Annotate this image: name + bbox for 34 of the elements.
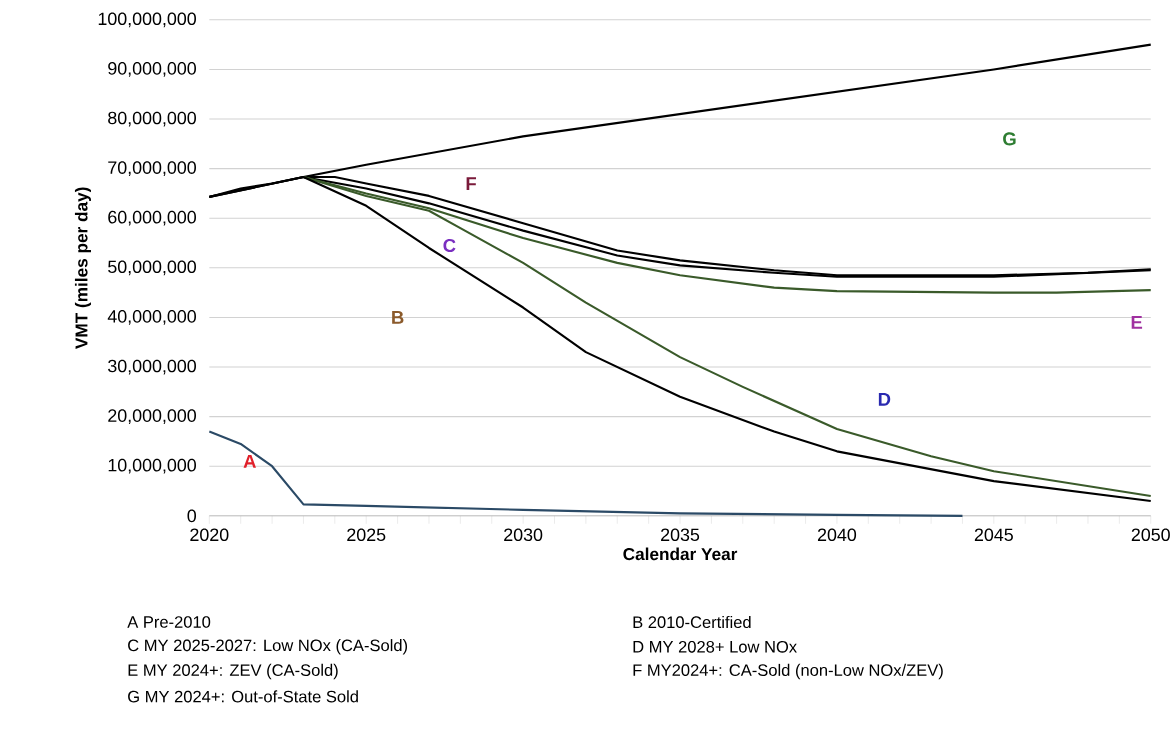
x-tick-label: 2045 bbox=[974, 528, 1013, 542]
x-axis-title: Calendar Year bbox=[623, 547, 738, 561]
annotation: B bbox=[392, 311, 404, 324]
x-tick-label: 2020 bbox=[190, 528, 229, 542]
x-tick-label: 2050 bbox=[1131, 528, 1170, 542]
x-tick-label: 2030 bbox=[504, 528, 543, 542]
y-tick-label: 60,000,000 bbox=[108, 210, 196, 226]
text: E MY 2024+: ZEV (CA-Sold) bbox=[128, 663, 338, 680]
text: D MY 2028+ Low NOx bbox=[633, 640, 797, 653]
annotation: D bbox=[878, 392, 891, 406]
y-tick-label: 80,000,000 bbox=[108, 111, 196, 127]
text: G MY 2024+: Out-of-State Sold bbox=[128, 690, 358, 703]
x-tick-label: 2035 bbox=[661, 528, 700, 542]
annotation: C bbox=[443, 238, 456, 253]
annotation: G bbox=[1003, 132, 1016, 146]
y-tick-label: 0 bbox=[187, 509, 197, 523]
text: A Pre-2010 bbox=[127, 616, 211, 628]
y-tick-label: 70,000,000 bbox=[108, 161, 196, 176]
x-tick-label: 2025 bbox=[347, 528, 386, 542]
y-tick-label: 30,000,000 bbox=[108, 359, 196, 375]
y-tick-label: 100,000,000 bbox=[98, 12, 196, 28]
y-tick-label: 40,000,000 bbox=[107, 310, 196, 325]
y-tick-label: 10,000,000 bbox=[108, 458, 196, 474]
x-tick-label: 2040 bbox=[817, 528, 857, 542]
y-tick-label: 50,000,000 bbox=[108, 260, 196, 276]
text: B 2010-Certified bbox=[633, 615, 751, 629]
annotation: A bbox=[243, 454, 256, 468]
annotation: F bbox=[466, 177, 477, 190]
annotation: E bbox=[1131, 316, 1143, 329]
y-axis-title: VMT (miles per day) bbox=[74, 187, 91, 349]
y-tick-label: 90,000,000 bbox=[108, 62, 196, 77]
y-tick-label: 20,000,000 bbox=[108, 409, 196, 425]
text: C MY 2025-2027: Low NOx (CA-Sold) bbox=[128, 639, 408, 655]
text: F MY2024+: CA-Sold (non-Low NOx/ZEV) bbox=[633, 663, 943, 680]
